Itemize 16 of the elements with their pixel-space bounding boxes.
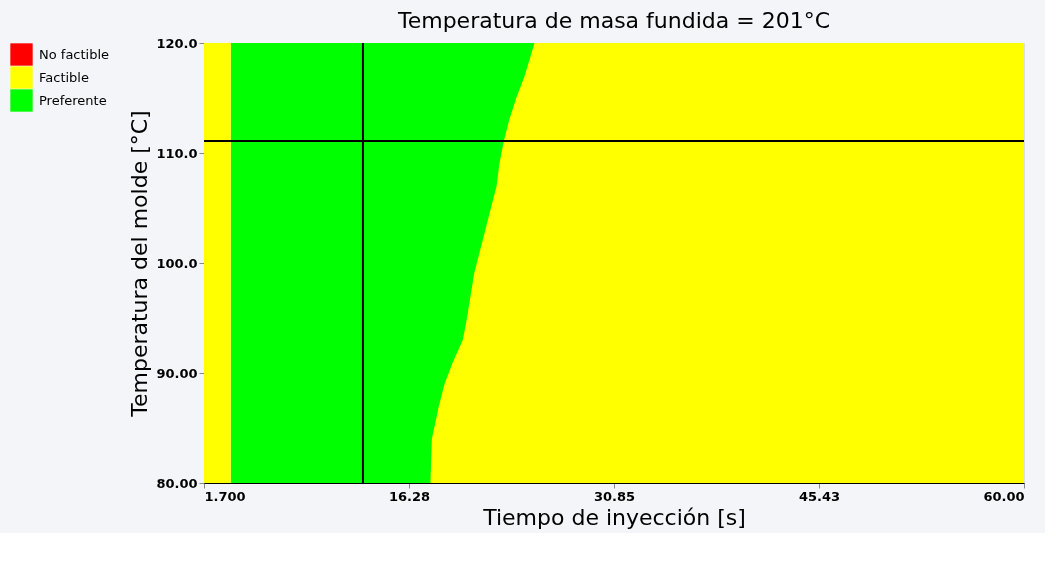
x-tick-label: 45.43 (799, 488, 841, 504)
legend-label: Preferente (39, 92, 107, 108)
x-tick-label: 60.00 (983, 488, 1025, 504)
x-tick-label: 16.28 (389, 488, 431, 504)
legend-label: No factible (39, 46, 110, 62)
y-tick-label: 80.00 (156, 475, 198, 491)
x-tick-label: 30.85 (593, 488, 636, 504)
y-tick-label: 90.00 (156, 365, 198, 381)
y-tick-label: 100.0 (156, 255, 198, 271)
x-axis-title: Tiempo de inyección [s] (482, 504, 746, 530)
y-tick-label: 120.0 (156, 35, 198, 51)
y-axis-title: Temperatura del molde [°C] (127, 110, 153, 418)
x-tick-label: 1.700 (204, 488, 246, 504)
chart-title: Temperatura de masa fundida = 201°C (396, 8, 831, 33)
legend-label: Factible (39, 69, 89, 85)
y-tick-label: 110.0 (156, 145, 198, 161)
